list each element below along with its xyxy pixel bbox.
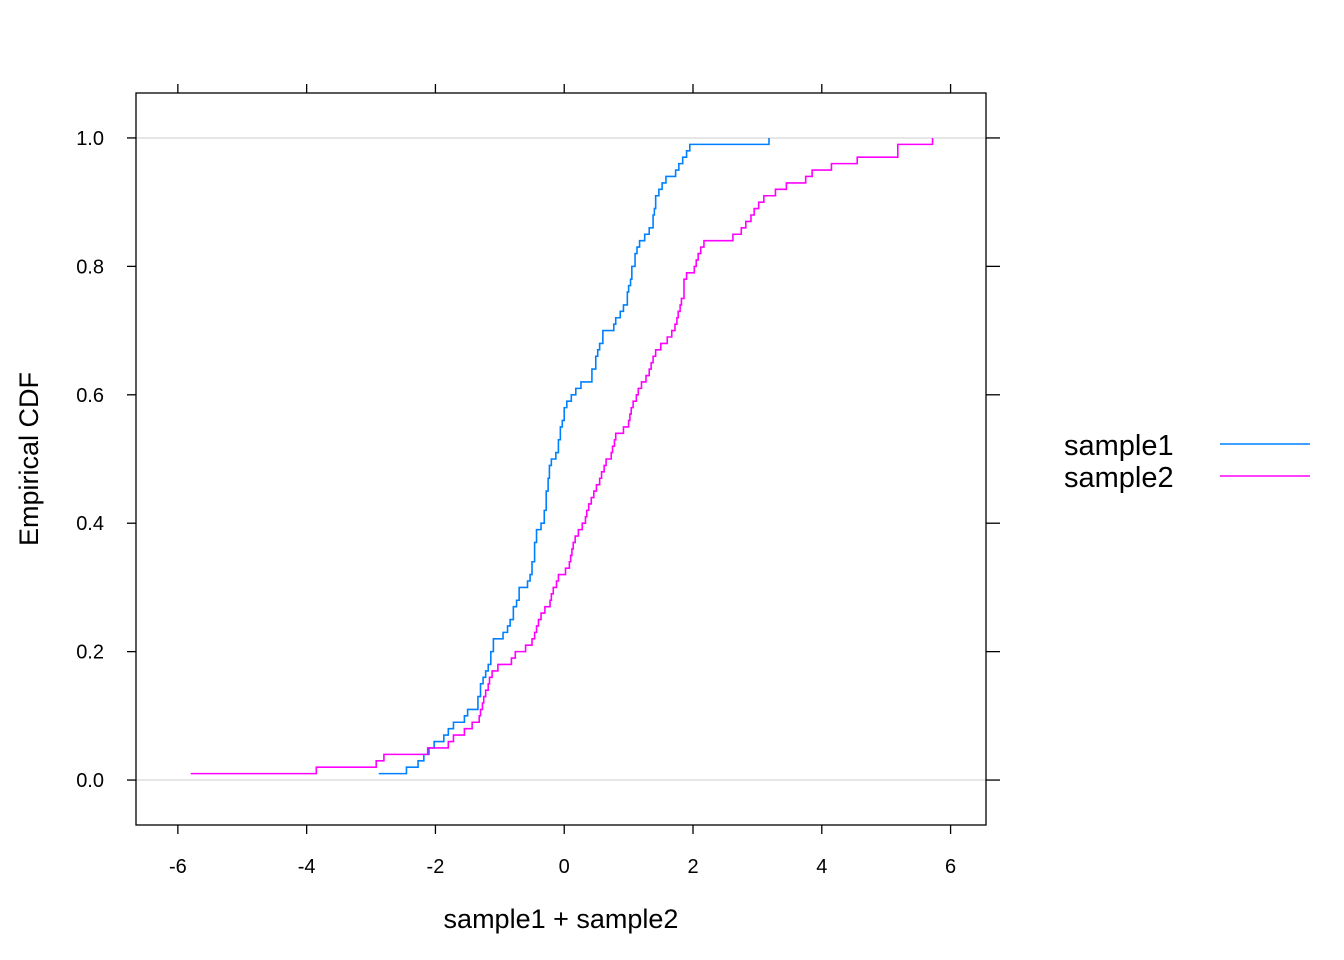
legend-label-sample2: sample2 <box>1064 462 1174 494</box>
x-tick-label: 4 <box>816 856 827 878</box>
y-tick-label: 0.0 <box>76 770 104 792</box>
y-tick-label: 0.8 <box>76 256 104 278</box>
y-tick-label: 0.4 <box>76 513 104 535</box>
x-tick-label: 6 <box>945 856 956 878</box>
x-axis-title: sample1 + sample2 <box>444 904 679 934</box>
series-line-sample1 <box>378 137 770 775</box>
y-axis-title: Empirical CDF <box>14 372 44 546</box>
series-layer <box>190 137 934 775</box>
reference-lines <box>136 136 986 782</box>
x-tick-label: -6 <box>169 856 187 878</box>
x-tick-label: -4 <box>298 856 316 878</box>
x-tick-label: 2 <box>687 856 698 878</box>
plot-frame <box>135 92 987 826</box>
x-tick-label: 0 <box>559 856 570 878</box>
series-line-sample2 <box>190 137 934 775</box>
y-tick-label: 1.0 <box>76 128 104 150</box>
y-tick-label: 0.2 <box>76 642 104 664</box>
ticks-layer: -6 -4 -2 0 2 4 6 0.0 0.2 0.4 0.6 0.8 1.0 <box>76 84 1000 878</box>
legend-label-sample1: sample1 <box>1064 430 1174 462</box>
y-tick-label: 0.6 <box>76 385 104 407</box>
x-tick-label: -2 <box>427 856 445 878</box>
